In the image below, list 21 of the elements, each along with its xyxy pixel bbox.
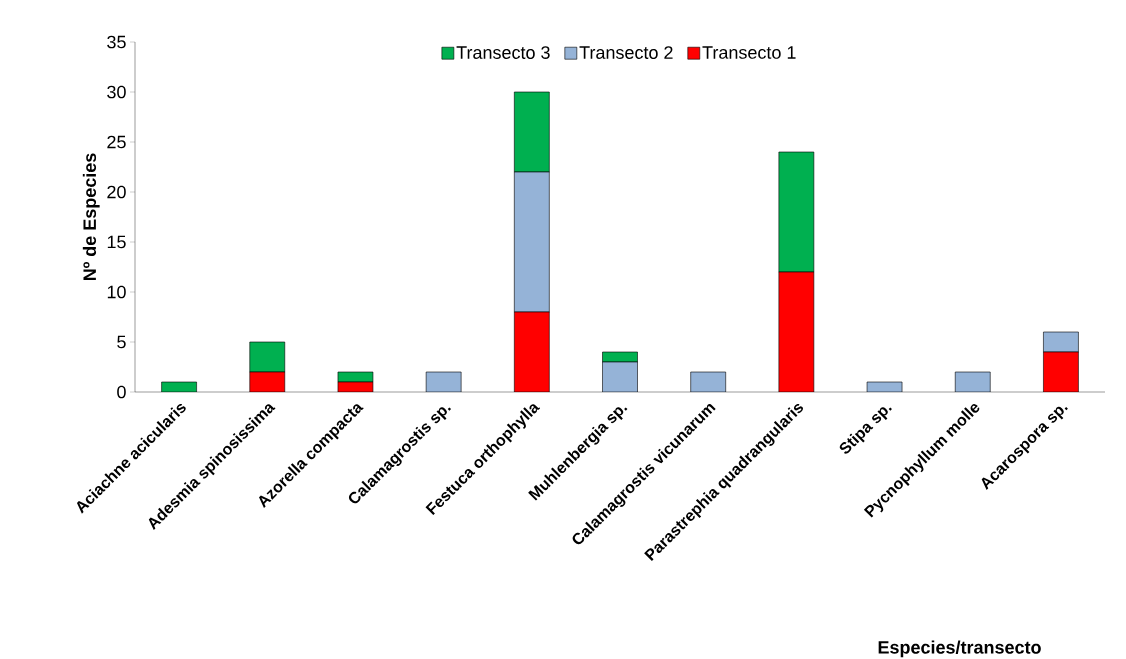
- y-tick-label: 20: [107, 185, 126, 199]
- legend-label: Transecto 1: [702, 46, 796, 59]
- y-tick-label: 15: [107, 235, 126, 249]
- bar: [249, 341, 286, 373]
- y-tick-label: 25: [107, 135, 126, 149]
- y-tick-label: 30: [107, 85, 126, 99]
- y-axis-title: Nº de Especies: [82, 153, 100, 281]
- x-axis-title: Especies/transecto: [878, 640, 1041, 658]
- bar: [514, 171, 550, 313]
- y-tick-label: 0: [117, 385, 126, 399]
- bar: [778, 151, 815, 273]
- bar: [602, 362, 638, 392]
- y-tick-label: 10: [107, 285, 126, 299]
- bar: [778, 272, 814, 392]
- bar: [514, 91, 550, 173]
- legend-label: Transecto 3: [456, 46, 550, 59]
- bar: [514, 312, 550, 392]
- y-tick-label: 5: [117, 335, 126, 349]
- bar: [1043, 351, 1079, 392]
- legend-label: Transecto 2: [579, 46, 673, 59]
- y-tick-label: 35: [107, 35, 126, 49]
